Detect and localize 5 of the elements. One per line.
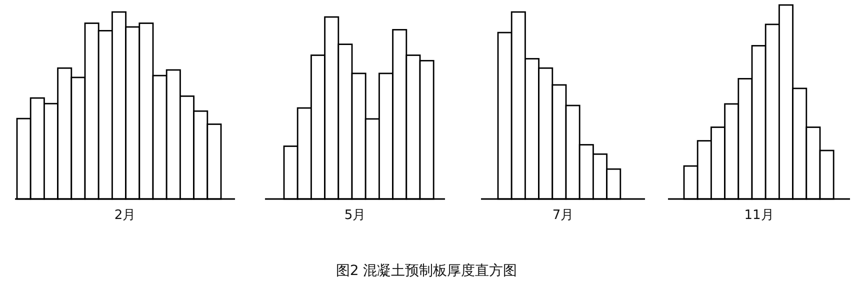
x-axis-title: 2月	[114, 208, 136, 223]
text: 图2 混凝土预制板厚度直方图	[336, 263, 518, 279]
x-axis-title: 7月	[552, 208, 574, 223]
x-axis-title: 11月	[744, 208, 774, 223]
x-axis-title: 5月	[344, 208, 366, 223]
